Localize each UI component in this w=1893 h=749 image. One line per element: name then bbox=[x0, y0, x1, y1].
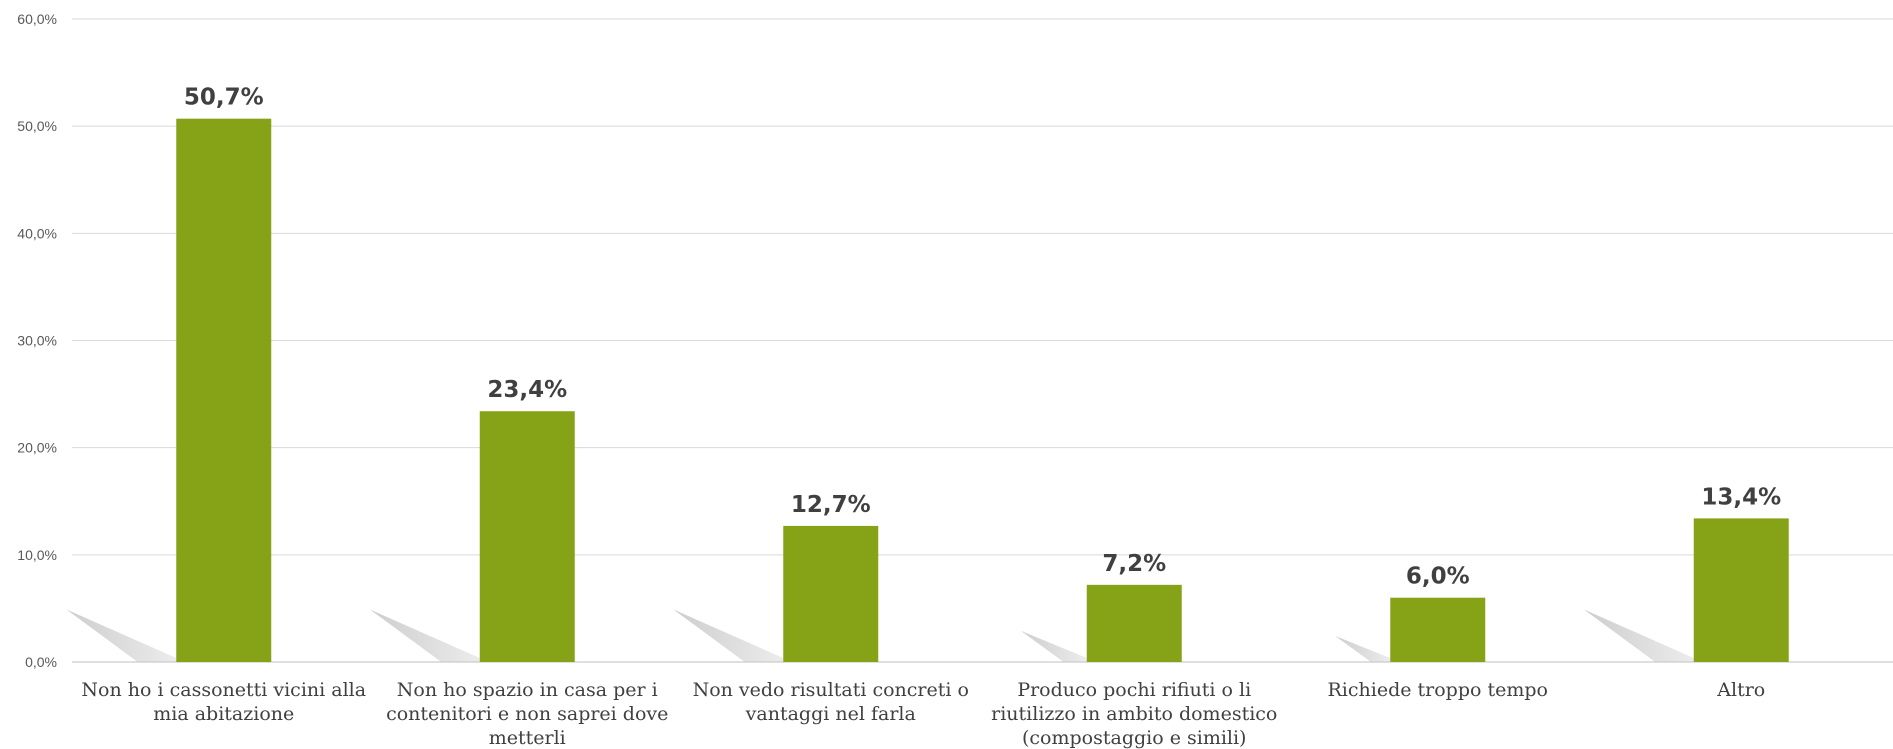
y-axis: 0,0% 10,0% 20,0% 30,0% 40,0% 50,0% 60,0% bbox=[17, 11, 57, 670]
bar bbox=[1390, 597, 1486, 662]
y-tick-label: 20,0% bbox=[17, 440, 57, 456]
y-tick-label: 0,0% bbox=[25, 654, 57, 670]
y-tick-label: 60,0% bbox=[17, 11, 57, 27]
y-tick-label: 10,0% bbox=[17, 547, 57, 563]
bar bbox=[783, 525, 879, 662]
category-labels: Non ho i cassonetti vicini alla mia abita… bbox=[81, 679, 1765, 749]
category-label: Non ho spazio in casa per i contenitori e… bbox=[386, 679, 668, 749]
data-label: 23,4% bbox=[487, 377, 567, 403]
bar bbox=[1086, 584, 1182, 662]
bar-shadow bbox=[369, 609, 480, 662]
category-label: Richiede troppo tempo bbox=[1328, 679, 1549, 701]
data-label: 12,7% bbox=[791, 492, 871, 518]
bar bbox=[176, 118, 272, 663]
data-labels: 50,7% 23,4% 12,7% 7,2% 6,0% 13,4% bbox=[184, 85, 1781, 590]
bar bbox=[1693, 518, 1789, 662]
gridlines bbox=[72, 18, 1893, 663]
bar-shadow bbox=[1335, 635, 1391, 662]
category-label: Non vedo risultati concreti o vantaggi ne… bbox=[693, 679, 969, 725]
data-label: 50,7% bbox=[184, 85, 264, 111]
data-label: 13,4% bbox=[1701, 484, 1781, 510]
bar-shadow bbox=[1583, 609, 1694, 662]
y-tick-label: 30,0% bbox=[17, 333, 57, 349]
data-label: 7,2% bbox=[1102, 551, 1166, 577]
y-tick-label: 50,0% bbox=[17, 118, 57, 134]
bar-shadow bbox=[1020, 630, 1087, 662]
bars bbox=[176, 118, 1789, 663]
bar-shadows bbox=[66, 609, 1694, 662]
category-label: Non ho i cassonetti vicini alla mia abita… bbox=[81, 679, 366, 725]
bar-shadow bbox=[673, 609, 784, 662]
data-label: 6,0% bbox=[1406, 564, 1470, 590]
category-label: Produco pochi rifiuti o li riutilizzo in … bbox=[991, 679, 1277, 749]
bar bbox=[479, 411, 575, 662]
category-label: Altro bbox=[1716, 679, 1765, 701]
bar-shadow bbox=[66, 609, 177, 662]
y-tick-label: 40,0% bbox=[17, 225, 57, 241]
